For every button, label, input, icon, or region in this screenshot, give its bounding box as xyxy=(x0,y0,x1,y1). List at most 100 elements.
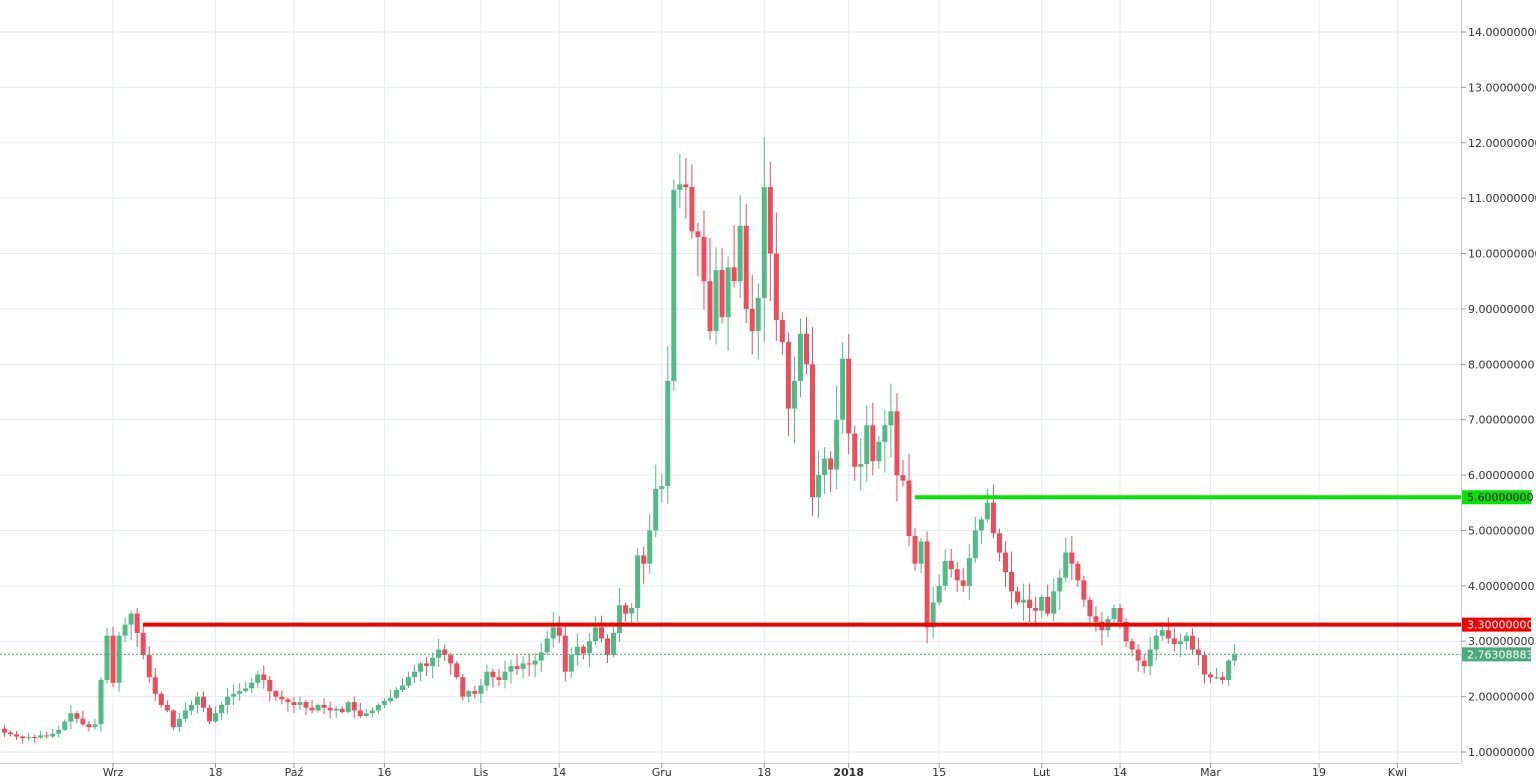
y-tick-label: 1.00000000 xyxy=(1468,746,1534,759)
candle-body xyxy=(1147,649,1153,667)
last-price-tag-label: 2.76308883 xyxy=(1467,648,1533,661)
candle-body xyxy=(309,707,315,711)
candle-body xyxy=(834,419,840,470)
candle-body xyxy=(74,713,80,719)
candle-body xyxy=(623,605,629,614)
candle-body xyxy=(1214,677,1220,679)
candle-body xyxy=(26,737,32,739)
candle-body xyxy=(1220,677,1226,680)
chart-grid xyxy=(0,0,1461,763)
candle-body xyxy=(315,704,321,711)
candle-body xyxy=(1183,635,1189,642)
candle-body xyxy=(568,655,574,672)
candle-body xyxy=(598,627,604,639)
candle-body xyxy=(990,502,996,534)
candle-body xyxy=(406,677,412,686)
candle-body xyxy=(1075,563,1081,581)
candle-body xyxy=(592,627,598,642)
candle-body xyxy=(1159,630,1165,636)
candle-body xyxy=(231,693,237,697)
candle-body xyxy=(659,486,665,489)
candle-body xyxy=(797,333,803,381)
candle-body xyxy=(333,708,339,711)
candle-body xyxy=(1021,599,1027,603)
candle-body xyxy=(846,358,852,434)
candle-body xyxy=(38,735,44,738)
candle-body xyxy=(611,632,617,656)
y-tick-label: 6.00000000 xyxy=(1468,469,1534,482)
candle-body xyxy=(894,411,900,476)
candle-body xyxy=(1027,599,1033,608)
candle-body xyxy=(194,696,200,705)
candle-body xyxy=(876,441,882,462)
candle-body xyxy=(906,480,912,536)
candle-body xyxy=(387,697,393,702)
candle-body xyxy=(1171,638,1177,644)
candle-body xyxy=(243,688,249,692)
candle-body xyxy=(1201,655,1207,675)
candle-body xyxy=(502,671,508,680)
candle-body xyxy=(1033,608,1039,611)
y-tick-label: 12.00000000 xyxy=(1468,137,1536,150)
candle-body xyxy=(1195,649,1201,656)
candle-body xyxy=(484,671,490,686)
candle-body xyxy=(822,458,828,476)
y-tick-label: 9.00000000 xyxy=(1468,303,1534,316)
x-tick-label: Lut xyxy=(1033,766,1051,779)
candle-body xyxy=(725,267,731,318)
candle-body xyxy=(1111,608,1117,620)
candle-body xyxy=(954,569,960,581)
candle-body xyxy=(677,184,683,190)
candle-body xyxy=(424,663,430,667)
candle-body xyxy=(225,696,231,705)
x-tick-label: Mar xyxy=(1200,766,1221,779)
candle-body xyxy=(1087,599,1093,617)
price-axis[interactable]: 1.00000000 2.00000000 3.00000000 4.00000000… xyxy=(1461,26,1536,759)
candle-body xyxy=(381,701,387,705)
candle-body xyxy=(810,364,816,498)
candle-body xyxy=(2,728,7,733)
candle-body xyxy=(1232,654,1238,661)
candle-body xyxy=(948,560,954,570)
candle-body xyxy=(140,632,146,656)
candle-body xyxy=(1093,616,1099,622)
x-tick-label: Lis xyxy=(473,766,488,779)
x-tick-label: 15 xyxy=(932,766,946,779)
candle-body xyxy=(1226,660,1232,680)
candle-body xyxy=(490,671,496,678)
candle-body xyxy=(538,652,544,661)
y-tick-label: 13.00000000 xyxy=(1468,81,1536,94)
candle-body xyxy=(152,677,158,694)
candle-body xyxy=(695,231,701,237)
candle-body xyxy=(351,702,357,711)
candle-body xyxy=(689,187,695,232)
candle-body xyxy=(635,555,641,608)
candle-body xyxy=(442,649,448,656)
candle-body xyxy=(321,704,327,708)
candle-body xyxy=(1002,552,1008,572)
candle-body xyxy=(122,624,128,636)
candle-body xyxy=(882,425,888,442)
x-tick-label: 19 xyxy=(1312,766,1326,779)
x-tick-label: 2018 xyxy=(833,766,864,779)
candle-body xyxy=(574,646,580,656)
candle-body xyxy=(996,533,1002,553)
candle-body xyxy=(1063,552,1069,578)
candle-body xyxy=(32,737,38,739)
candle-body xyxy=(942,560,948,586)
candle-body xyxy=(1009,572,1015,592)
candle-body xyxy=(707,281,713,332)
candle-body xyxy=(285,699,291,703)
candle-body xyxy=(68,713,74,722)
candle-body xyxy=(255,674,261,683)
candle-body xyxy=(737,225,743,282)
candle-body xyxy=(261,674,267,680)
candle-body xyxy=(785,342,791,409)
candle-body xyxy=(1039,596,1045,611)
candle-body xyxy=(966,558,972,586)
candle-body xyxy=(520,663,526,669)
last-price-tag xyxy=(1462,647,1531,662)
candle-body xyxy=(170,710,176,728)
time-axis[interactable]: Wrz 18 Paź 16 Lis 14 Gru 18 2018 15 Lut 14 Mar 19 Kwi xyxy=(103,763,1407,779)
